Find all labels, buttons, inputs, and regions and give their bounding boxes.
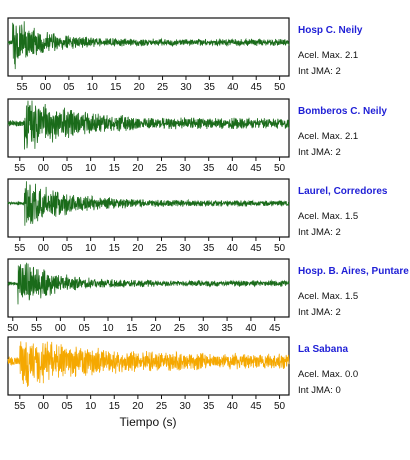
x-tick-label: 25 <box>157 82 169 93</box>
x-tick-label: 35 <box>203 243 215 254</box>
panel-frame <box>7 258 290 318</box>
x-tick-label: 15 <box>109 401 121 412</box>
x-tick-label: 45 <box>250 243 262 254</box>
x-tick-label: 00 <box>38 163 50 174</box>
x-tick-label: 00 <box>40 82 52 93</box>
max-acceleration: Acel. Max. 1.5 <box>298 211 358 222</box>
x-tick-label: 50 <box>274 243 286 254</box>
panel-5: 55 00 05 10 15 20 25 30 35 40 45 50 La Sabana Acel. M… <box>7 336 358 412</box>
x-tick-label: 40 <box>227 243 239 254</box>
x-tick-label: 50 <box>274 82 286 93</box>
x-tick-label: 15 <box>109 243 121 254</box>
x-tick-label: 25 <box>156 401 168 412</box>
waveform-line <box>7 21 290 70</box>
x-tick-label: 25 <box>156 163 168 174</box>
x-tick-label: 20 <box>132 243 144 254</box>
panel-3: 55 00 05 10 15 20 25 30 35 40 45 50 Laurel, Corredor… <box>7 178 388 254</box>
jma-intensity: Int JMA: 0 <box>298 385 341 396</box>
max-acceleration: Acel. Max. 2.1 <box>298 50 358 61</box>
waveform-line <box>7 100 290 150</box>
x-tick-label: 10 <box>85 163 97 174</box>
x-tick-label: 10 <box>102 323 114 334</box>
x-tick-label: 55 <box>16 82 28 93</box>
panel-frame <box>7 17 290 77</box>
x-tick-label: 30 <box>198 323 210 334</box>
x-tick-label: 50 <box>274 401 286 412</box>
x-tick-label: 10 <box>87 82 99 93</box>
jma-intensity: Int JMA: 2 <box>298 227 341 238</box>
x-tick-label: 30 <box>180 163 192 174</box>
waveform-line <box>7 341 290 387</box>
jma-intensity: Int JMA: 2 <box>298 66 341 77</box>
panel-frame <box>7 178 290 238</box>
x-tick-label: 55 <box>14 163 26 174</box>
panel-2: 55 00 05 10 15 20 25 30 35 40 45 50 Bomberos C. Neil… <box>7 98 387 174</box>
x-tick-label: 40 <box>227 401 239 412</box>
x-tick-label: 05 <box>63 82 75 93</box>
x-tick-label: 05 <box>61 401 73 412</box>
x-tick-label: 50 <box>274 163 286 174</box>
x-tick-label: 10 <box>85 401 97 412</box>
x-tick-label: 15 <box>109 163 121 174</box>
x-tick-label: 20 <box>150 323 162 334</box>
station-name: Hosp. B. Aires, Puntare <box>298 266 409 277</box>
x-tick-label: 15 <box>126 323 138 334</box>
x-tick-label: 30 <box>180 401 192 412</box>
x-tick-label: 55 <box>31 323 43 334</box>
x-tick-label: 00 <box>38 401 50 412</box>
x-tick-label: 35 <box>203 163 215 174</box>
x-tick-label: 35 <box>204 82 216 93</box>
x-tick-label: 40 <box>227 82 239 93</box>
panel-4: 50 55 00 05 10 15 20 25 30 35 40 45 Hosp. B. Aires, … <box>7 258 409 334</box>
x-tick-label: 05 <box>61 163 73 174</box>
x-tick-label: 05 <box>79 323 91 334</box>
x-tick-label: 10 <box>85 243 97 254</box>
x-tick-label: 45 <box>269 323 281 334</box>
x-tick-label: 55 <box>14 401 26 412</box>
x-tick-label: 35 <box>203 401 215 412</box>
x-tick-label: 25 <box>156 243 168 254</box>
x-tick-label: 20 <box>134 82 146 93</box>
x-tick-label: 40 <box>245 323 257 334</box>
x-tick-label: 50 <box>7 323 19 334</box>
jma-intensity: Int JMA: 2 <box>298 307 341 318</box>
x-tick-label: 40 <box>227 163 239 174</box>
station-name: Hosp C. Neily <box>298 25 363 36</box>
max-acceleration: Acel. Max. 2.1 <box>298 131 358 142</box>
x-tick-label: 30 <box>180 82 192 93</box>
x-tick-label: 45 <box>250 401 262 412</box>
x-tick-label: 45 <box>251 82 263 93</box>
x-tick-label: 00 <box>55 323 67 334</box>
x-tick-label: 35 <box>222 323 234 334</box>
max-acceleration: Acel. Max. 0.0 <box>298 369 358 380</box>
waveform-line <box>7 262 290 305</box>
jma-intensity: Int JMA: 2 <box>298 147 341 158</box>
x-tick-label: 25 <box>174 323 186 334</box>
max-acceleration: Acel. Max. 1.5 <box>298 291 358 302</box>
x-tick-label: 45 <box>250 163 262 174</box>
x-tick-label: 20 <box>132 401 144 412</box>
x-tick-label: 00 <box>38 243 50 254</box>
x-tick-label: 05 <box>61 243 73 254</box>
station-name: Bomberos C. Neily <box>298 106 387 117</box>
panel-frame <box>7 336 290 396</box>
x-tick-label: 30 <box>180 243 192 254</box>
station-name: Laurel, Corredores <box>298 186 388 197</box>
station-name: La Sabana <box>298 344 348 355</box>
waveform-line <box>7 181 290 226</box>
x-tick-label: 20 <box>132 163 144 174</box>
x-tick-label: 15 <box>110 82 122 93</box>
x-tick-label: 55 <box>14 243 26 254</box>
x-axis-label: Tiempo (s) <box>120 415 177 429</box>
panel-1: 55 00 05 10 15 20 25 30 35 40 45 50 Hosp C. Neily Ace… <box>7 17 363 93</box>
